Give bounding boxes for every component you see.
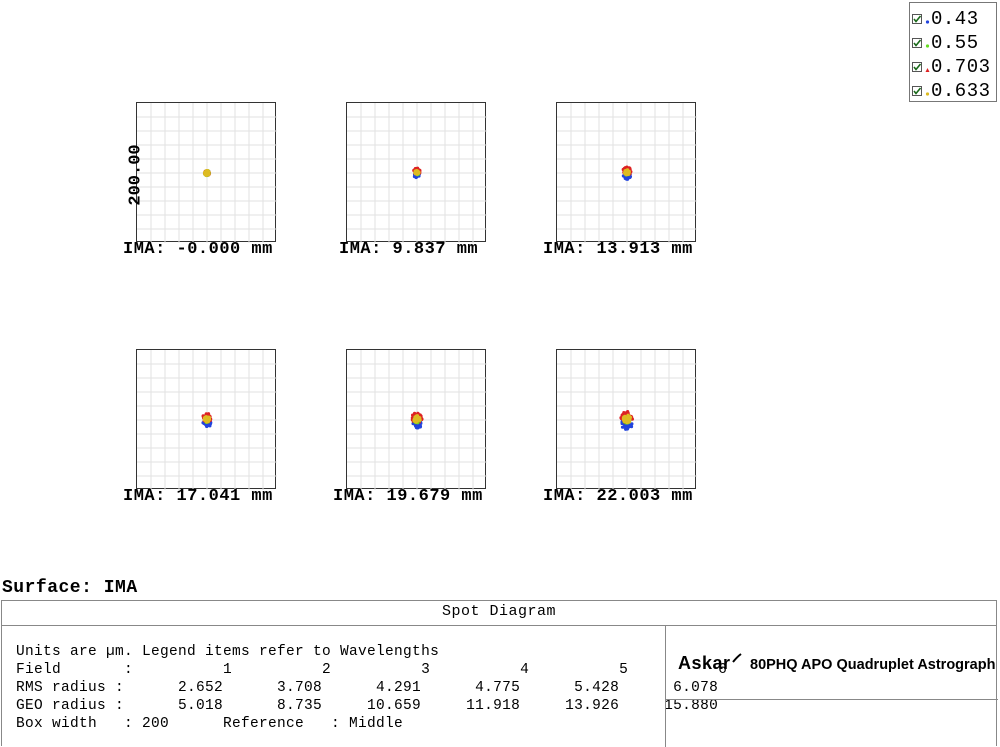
legend-marker-icon xyxy=(925,86,930,96)
spot-panel-field-4 xyxy=(136,349,277,490)
spot-panel-field-3 xyxy=(556,102,697,243)
spot-point-0.43 xyxy=(628,424,632,429)
spot-point-0.633 xyxy=(415,414,419,418)
spot-point-0.633 xyxy=(205,419,209,424)
legend-marker-icon xyxy=(925,38,930,48)
spot-point-0.633 xyxy=(627,420,631,424)
spot-point-0.633 xyxy=(622,419,626,423)
spot-point-0.43 xyxy=(418,424,423,429)
spot-point-0.633 xyxy=(626,168,630,172)
spot-point-0.633 xyxy=(205,169,210,174)
spot-point-0.703 xyxy=(412,411,417,415)
checkbox-icon[interactable] xyxy=(912,62,922,72)
checkbox-icon[interactable] xyxy=(912,14,922,24)
info-text: Units are µm. Legend items refer to Wave… xyxy=(16,643,727,733)
checkbox-icon[interactable] xyxy=(912,86,922,96)
spot-point-0.633 xyxy=(418,418,422,422)
brand-logo: Askar xyxy=(678,653,742,674)
spot-panel-field-5 xyxy=(346,349,487,490)
info-line: Box width : 200 Reference : Middle xyxy=(16,716,404,732)
spot-point-0.703 xyxy=(622,411,626,415)
info-line: RMS radius : 2.652 3.708 4.291 4.775 5.4… xyxy=(16,680,719,696)
spot-panel-field-6 xyxy=(556,349,697,490)
legend-marker-icon xyxy=(925,62,930,72)
spot-point-0.43 xyxy=(628,175,632,180)
legend-marker-0.633 xyxy=(925,92,930,96)
spot-panel-field-2 xyxy=(346,102,487,243)
field-label-6: IMA: 22.003 mm xyxy=(543,487,693,506)
brand-divider xyxy=(666,699,998,700)
spot-panel-field-1 xyxy=(136,102,277,243)
legend-label: 0.55 xyxy=(931,32,979,54)
scale-label-text: 200.00 xyxy=(126,144,146,206)
spot-point-0.633 xyxy=(624,171,628,175)
spot-point-0.633 xyxy=(626,415,630,420)
brand-swoosh-icon xyxy=(731,653,742,663)
spot-point-0.43 xyxy=(623,423,628,427)
legend-label: 0.703 xyxy=(931,56,991,78)
spot-point-0.43 xyxy=(207,422,211,427)
spot-point-0.633 xyxy=(415,170,419,174)
legend-label: 0.633 xyxy=(931,80,991,102)
field-label-1: IMA: -0.000 mm xyxy=(123,240,273,259)
spot-point-0.43 xyxy=(624,177,629,181)
info-box: Spot Diagram Units are µm. Legend items … xyxy=(1,600,998,747)
field-label-5: IMA: 19.679 mm xyxy=(333,487,483,506)
legend-marker-0.55 xyxy=(925,44,930,48)
info-line: Field : 1 2 3 4 5 6 xyxy=(16,662,728,678)
brand-name: Askar xyxy=(678,653,731,673)
info-line: Units are µm. Legend items refer to Wave… xyxy=(16,644,440,660)
info-line: GEO radius : 5.018 8.735 10.659 11.918 1… xyxy=(16,698,719,714)
spot-point-0.633 xyxy=(203,417,207,421)
wavelength-legend: 0.43 0.55 0.703 0.633 xyxy=(909,2,997,102)
spot-point-0.43 xyxy=(205,424,209,428)
info-divider xyxy=(665,625,666,747)
field-label-3: IMA: 13.913 mm xyxy=(543,240,693,259)
checkbox-icon[interactable] xyxy=(912,38,922,48)
legend-marker-0.43 xyxy=(925,20,930,24)
legend-label: 0.43 xyxy=(931,8,979,30)
field-label-4: IMA: 17.041 mm xyxy=(123,487,273,506)
legend-marker-icon xyxy=(925,14,930,24)
surface-label: Surface: IMA xyxy=(2,578,138,598)
brand-subtitle: 80PHQ APO Quadruplet Astrograph xyxy=(750,657,996,673)
field-label-2: IMA: 9.837 mm xyxy=(339,240,479,259)
spot-point-0.633 xyxy=(415,417,419,421)
legend-marker-0.703 xyxy=(925,68,930,72)
box-scale-label: 200.00 xyxy=(118,140,154,210)
spot-point-0.43 xyxy=(413,424,418,428)
diagram-title: Spot Diagram xyxy=(2,601,996,626)
